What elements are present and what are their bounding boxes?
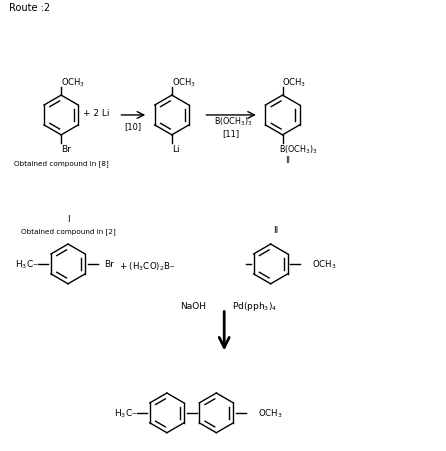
Text: H$_3$C–: H$_3$C– xyxy=(114,407,137,419)
Text: OCH$_3$: OCH$_3$ xyxy=(61,77,85,89)
Text: B(OCH$_3$)$_3$: B(OCH$_3$)$_3$ xyxy=(214,115,252,128)
Text: II: II xyxy=(273,225,278,234)
Text: OCH$_3$: OCH$_3$ xyxy=(312,258,337,271)
Text: Br: Br xyxy=(61,145,71,154)
Text: Li: Li xyxy=(172,145,180,154)
Text: Obtained compound in [2]: Obtained compound in [2] xyxy=(21,227,116,234)
Text: + (H$_3$CO)$_2$B–: + (H$_3$CO)$_2$B– xyxy=(120,260,176,272)
Text: I: I xyxy=(67,214,70,223)
Text: + 2 Li: + 2 Li xyxy=(83,109,110,118)
Text: [10]: [10] xyxy=(125,122,142,131)
Text: H$_3$C–: H$_3$C– xyxy=(15,258,38,271)
Text: OCH$_3$: OCH$_3$ xyxy=(258,407,282,419)
Text: OCH$_3$: OCH$_3$ xyxy=(172,77,196,89)
Text: B(OCH$_3$)$_3$: B(OCH$_3$)$_3$ xyxy=(279,143,318,156)
Text: II: II xyxy=(285,156,290,165)
Text: Route :2: Route :2 xyxy=(9,3,50,13)
Text: Br: Br xyxy=(103,260,114,269)
Text: NaOH: NaOH xyxy=(181,301,206,310)
Text: [11]: [11] xyxy=(223,129,240,138)
Text: OCH$_3$: OCH$_3$ xyxy=(282,77,306,89)
Text: Obtained compound in [8]: Obtained compound in [8] xyxy=(14,160,108,166)
Text: Pd(pph$_3$)$_4$: Pd(pph$_3$)$_4$ xyxy=(232,299,277,313)
